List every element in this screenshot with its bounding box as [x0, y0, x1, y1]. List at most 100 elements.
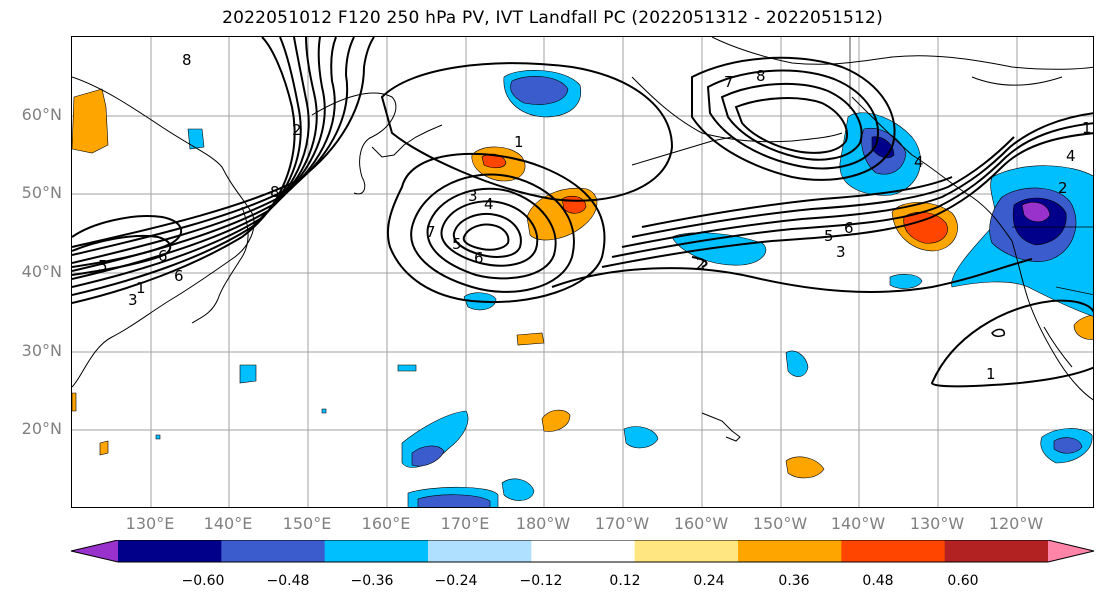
colorbar-segment	[841, 540, 946, 562]
coast-baja	[1043, 326, 1073, 368]
anomaly-positive	[903, 211, 948, 244]
anomaly-positive	[516, 332, 545, 346]
contour-label: 5	[824, 227, 834, 245]
border-mexico	[1055, 286, 1093, 295]
contour	[72, 37, 310, 288]
contour-label: 2	[292, 121, 302, 139]
contour	[706, 69, 879, 170]
contour	[631, 136, 1015, 238]
anomaly-positive	[1073, 314, 1093, 340]
lon-label: 170°W	[594, 514, 650, 533]
colorbar-tick: 0.12	[609, 573, 641, 589]
anomaly-negative	[510, 76, 569, 105]
colorbar-tick: 0.48	[862, 573, 894, 589]
contour-label: 4	[914, 153, 924, 171]
contour	[462, 223, 510, 251]
anomaly-negative	[1021, 202, 1051, 223]
lat-label: 40°N	[21, 262, 62, 281]
contour	[72, 215, 183, 268]
contour	[72, 37, 326, 272]
contour	[611, 122, 1093, 258]
lon-label: 140°W	[830, 514, 886, 533]
anomaly-negative	[187, 128, 205, 150]
contour-label: 8	[270, 183, 280, 201]
anomaly-positive	[72, 88, 109, 154]
colorbar-segment	[738, 540, 842, 562]
positive-anomalies	[72, 88, 1093, 479]
colorbar-segment	[428, 540, 532, 562]
map-canvas: 8 1 7 8 2 8 1 3 4 7 5 6 5 6 3 6 6 2 5 3 …	[72, 37, 1093, 507]
contour	[72, 37, 302, 296]
contour	[410, 173, 575, 293]
lon-label: 180°W	[515, 514, 571, 533]
lon-label: 160°E	[361, 514, 411, 533]
coast-alaska	[631, 76, 843, 143]
contour-label: 5	[98, 257, 108, 275]
contour-label: 1	[1082, 119, 1092, 137]
lon-label: 120°W	[988, 514, 1044, 533]
colorbar-tick: −0.36	[350, 573, 394, 589]
lat-label: 20°N	[21, 419, 62, 438]
anomaly-negative	[1053, 437, 1083, 454]
anomaly-negative	[397, 364, 417, 372]
contour	[452, 213, 522, 258]
contour-label: 4	[484, 195, 494, 213]
anomaly-positive	[99, 440, 109, 456]
contour-label: 1	[136, 279, 146, 297]
anomaly-negative	[411, 445, 445, 467]
contour	[72, 234, 172, 276]
contour	[641, 176, 953, 228]
lon-label: 130°E	[125, 514, 175, 533]
contour-label: 2	[696, 255, 706, 273]
lon-label: 150°W	[752, 514, 808, 533]
contour-label: 1	[514, 133, 524, 151]
contour	[551, 258, 1033, 293]
colorbar-tick: 0.60	[947, 573, 979, 589]
colorbar-tick: −0.60	[181, 573, 225, 589]
contour-label: 6	[174, 267, 184, 285]
colorbar-segment	[944, 540, 1049, 562]
contour	[720, 82, 863, 161]
contour	[440, 200, 539, 267]
lat-label: 60°N	[21, 105, 62, 124]
colorbar-tick: −0.12	[519, 573, 563, 589]
anomaly-negative	[889, 274, 923, 289]
colorbar-extend-low	[71, 540, 118, 562]
contour-label: 8	[182, 51, 192, 69]
contour-label: 6	[474, 249, 484, 267]
contour	[621, 112, 1093, 248]
lon-label: 150°E	[282, 514, 332, 533]
graticule	[72, 37, 1093, 507]
contour-label: 7	[724, 73, 734, 91]
coast-kuril	[371, 124, 443, 158]
contour-label: 6	[844, 219, 854, 237]
colorbar-segment	[634, 540, 739, 562]
contour	[734, 97, 848, 154]
colorbar-outline	[70, 540, 1095, 563]
anomaly-negative	[623, 426, 659, 449]
contour-label: 4	[1066, 147, 1076, 165]
contour	[72, 37, 375, 248]
contour-label: 8	[756, 67, 766, 85]
lon-label: 140°E	[203, 514, 253, 533]
coast-hudson	[971, 76, 1063, 86]
contour-labels: 8 1 7 8 2 8 1 3 4 7 5 6 5 6 3 6 6 2 5 3 …	[98, 51, 1092, 383]
contour-label: 3	[468, 187, 478, 205]
contour-label: 7	[426, 223, 436, 241]
contour-label: 2	[1058, 179, 1068, 197]
coastlines	[72, 37, 1093, 442]
coast-asia	[72, 76, 255, 388]
contour	[72, 37, 318, 280]
colorbar-tick: −0.24	[434, 573, 478, 589]
anomaly-negative	[501, 478, 535, 501]
contour	[386, 152, 606, 303]
contour	[601, 132, 1093, 268]
lat-label: 50°N	[21, 183, 62, 202]
coast-hawaii	[701, 412, 741, 442]
lat-label: 30°N	[21, 341, 62, 360]
anomaly-negative	[155, 434, 161, 440]
anomaly-negative	[321, 408, 327, 414]
anomaly-positive	[72, 392, 77, 412]
colorbar-tick: 0.36	[778, 573, 810, 589]
colorbar-segment	[531, 540, 636, 562]
